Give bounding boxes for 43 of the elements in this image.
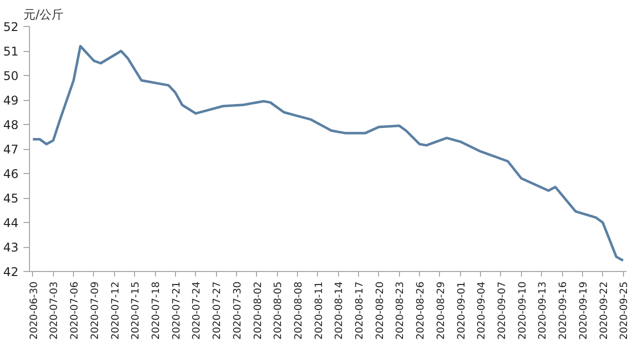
x-tick-label: 2020-07-12 <box>110 281 122 340</box>
y-tick-label: 47 <box>3 142 19 156</box>
x-tick-label: 2020-09-19 <box>578 281 590 340</box>
y-tick-label: 45 <box>3 192 19 206</box>
y-tick-label: 51 <box>3 44 19 58</box>
x-tick-label: 2020-09-13 <box>538 281 549 340</box>
y-axis-title: 元/公斤 <box>24 8 64 22</box>
x-tick-label: 2020-08-14 <box>334 281 346 340</box>
x-tick-label: 2020-08-05 <box>273 281 284 340</box>
x-tick-label: 2020-07-27 <box>212 281 224 340</box>
x-tick-label: 2020-08-17 <box>354 281 366 340</box>
x-tick-label: 2020-06-30 <box>28 281 40 340</box>
x-tick-label: 2020-09-25 <box>619 281 630 340</box>
y-tick-label: 42 <box>3 265 19 279</box>
y-tick-label: 46 <box>3 167 19 181</box>
x-tick-label: 2020-07-30 <box>232 281 244 340</box>
y-tick-label: 49 <box>3 94 19 108</box>
x-tick-label: 2020-07-15 <box>130 281 142 340</box>
x-tick-label: 2020-07-09 <box>90 281 101 340</box>
x-tick-label: 2020-08-02 <box>252 281 264 340</box>
y-tick-label: 44 <box>3 216 19 230</box>
x-tick-label: 2020-07-03 <box>49 281 60 340</box>
x-tick-label: 2020-08-23 <box>395 281 406 340</box>
x-tick-label: 2020-08-29 <box>436 281 447 340</box>
x-tick-label: 2020-08-20 <box>374 281 386 340</box>
line-series <box>32 44 624 262</box>
y-tick-label: 50 <box>3 69 19 83</box>
x-tick-label: 2020-07-21 <box>171 281 182 340</box>
y-tick-label: 48 <box>3 118 19 132</box>
x-tick-label: 2020-09-10 <box>517 281 528 340</box>
x-tick-label: 2020-07-24 <box>192 281 203 340</box>
x-tick-label: 2020-09-04 <box>476 281 488 340</box>
x-tick-label: 2020-09-07 <box>496 281 508 340</box>
x-tick-label: 2020-08-26 <box>416 281 427 340</box>
x-tick-label: 2020-07-18 <box>151 281 162 340</box>
x-tick-label: 2020-08-08 <box>293 281 304 340</box>
x-tick-label: 2020-07-06 <box>70 281 81 340</box>
x-tick-label: 2020-09-22 <box>598 281 610 340</box>
x-tick-label: 2020-09-01 <box>456 281 468 340</box>
x-tick-label: 2020-09-16 <box>558 281 570 340</box>
y-tick-label: 52 <box>3 20 19 34</box>
y-tick-label: 43 <box>3 240 19 254</box>
x-tick-label: 2020-08-11 <box>314 281 325 340</box>
